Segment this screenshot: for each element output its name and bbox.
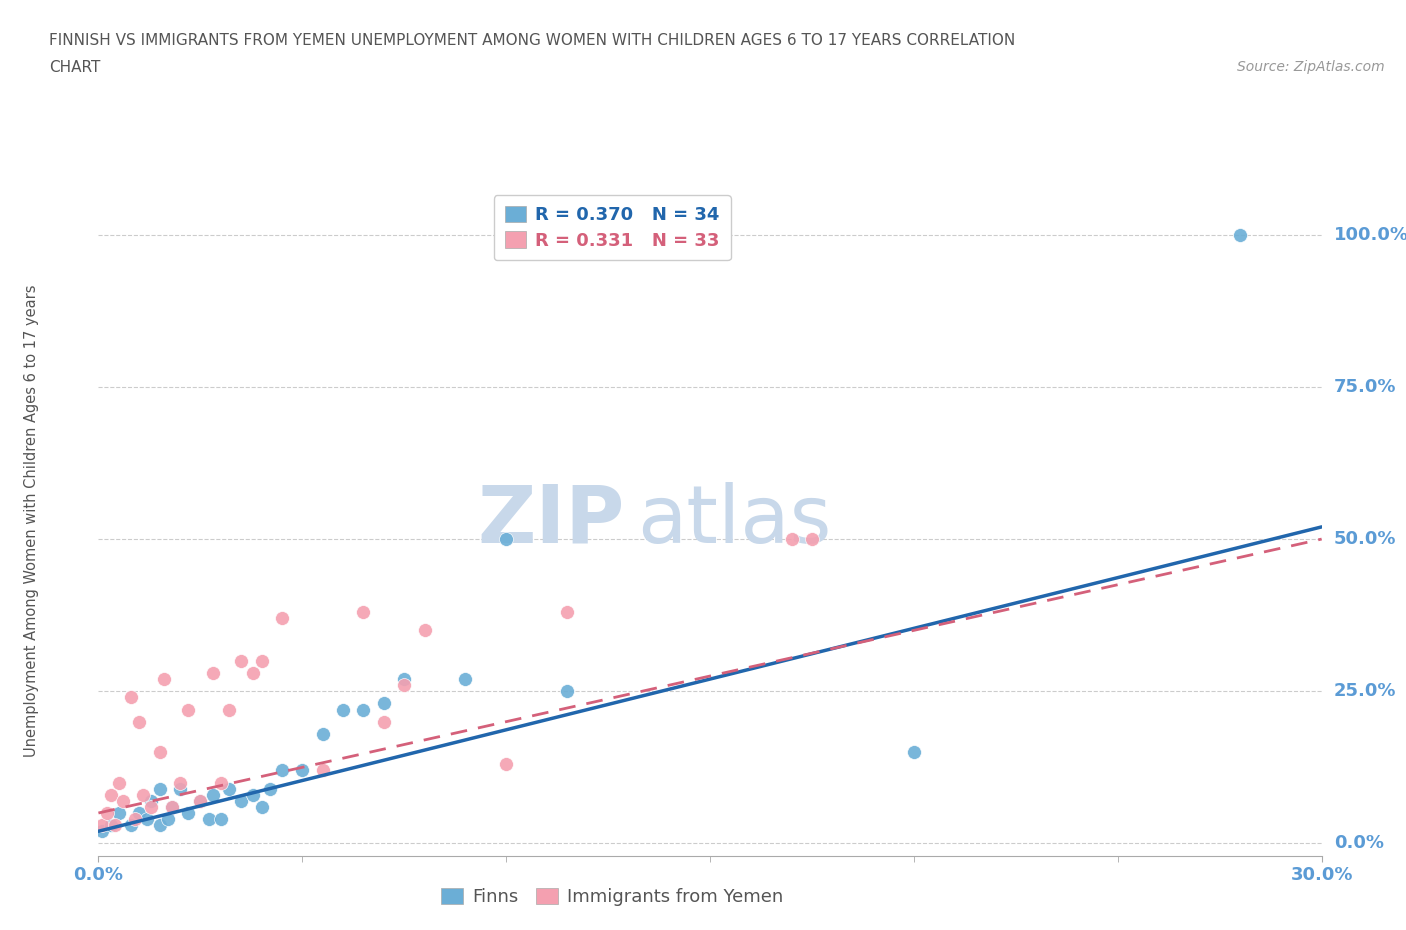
Point: [108, 805, 131, 820]
Point: [96, 805, 118, 820]
Point: [218, 781, 240, 796]
Point: [91, 817, 114, 832]
Text: FINNISH VS IMMIGRANTS FROM YEMEN UNEMPLOYMENT AMONG WOMEN WITH CHILDREN AGES 6 T: FINNISH VS IMMIGRANTS FROM YEMEN UNEMPLO…: [49, 33, 1015, 47]
Point: [903, 745, 925, 760]
Point: [291, 763, 314, 777]
Text: Source: ZipAtlas.com: Source: ZipAtlas.com: [1237, 60, 1385, 74]
Legend: Finns, Immigrants from Yemen: Finns, Immigrants from Yemen: [434, 881, 790, 913]
Text: 100.0%: 100.0%: [1334, 226, 1406, 244]
Point: [454, 671, 477, 686]
Point: [413, 623, 436, 638]
Point: [218, 702, 240, 717]
Point: [141, 800, 163, 815]
Point: [1229, 227, 1251, 242]
Point: [270, 611, 294, 626]
Point: [201, 666, 224, 681]
Point: [104, 817, 127, 832]
Point: [149, 781, 172, 796]
Text: CHART: CHART: [49, 60, 101, 75]
Point: [242, 666, 264, 681]
Text: atlas: atlas: [637, 482, 831, 560]
Text: 50.0%: 50.0%: [1334, 530, 1396, 548]
Point: [332, 702, 354, 717]
Point: [197, 812, 219, 827]
Text: 75.0%: 75.0%: [1334, 378, 1396, 396]
Point: [100, 788, 122, 803]
Point: [209, 812, 232, 827]
Point: [160, 800, 183, 815]
Text: Unemployment Among Women with Children Ages 6 to 17 years: Unemployment Among Women with Children A…: [24, 285, 38, 757]
Point: [270, 763, 294, 777]
Point: [188, 793, 212, 808]
Point: [141, 793, 163, 808]
Point: [352, 702, 374, 717]
Point: [149, 817, 172, 832]
Point: [100, 817, 122, 832]
Text: 0.0%: 0.0%: [1334, 834, 1384, 853]
Point: [188, 793, 212, 808]
Point: [392, 671, 416, 686]
Point: [250, 654, 273, 669]
Point: [242, 788, 264, 803]
Point: [177, 702, 200, 717]
Point: [111, 793, 134, 808]
Point: [91, 824, 114, 839]
Point: [169, 775, 191, 790]
Point: [128, 714, 150, 729]
Point: [312, 726, 335, 741]
Point: [392, 678, 416, 693]
Point: [259, 781, 281, 796]
Point: [555, 684, 579, 698]
Point: [352, 604, 374, 619]
Point: [177, 805, 200, 820]
Point: [152, 671, 174, 686]
Point: [780, 532, 803, 547]
Point: [231, 654, 253, 669]
Point: [495, 532, 517, 547]
Point: [250, 800, 273, 815]
Point: [120, 817, 142, 832]
Point: [231, 793, 253, 808]
Point: [373, 696, 395, 711]
Point: [136, 812, 159, 827]
Point: [312, 763, 335, 777]
Point: [169, 781, 191, 796]
Point: [373, 714, 395, 729]
Text: ZIP: ZIP: [477, 482, 624, 560]
Point: [132, 788, 155, 803]
Point: [555, 604, 579, 619]
Text: 25.0%: 25.0%: [1334, 683, 1396, 700]
Point: [128, 805, 150, 820]
Point: [160, 800, 183, 815]
Point: [149, 745, 172, 760]
Point: [120, 690, 142, 705]
Point: [156, 812, 179, 827]
Point: [124, 812, 146, 827]
Point: [209, 775, 232, 790]
Point: [201, 788, 224, 803]
Point: [495, 757, 517, 772]
Point: [801, 532, 824, 547]
Point: [108, 775, 131, 790]
